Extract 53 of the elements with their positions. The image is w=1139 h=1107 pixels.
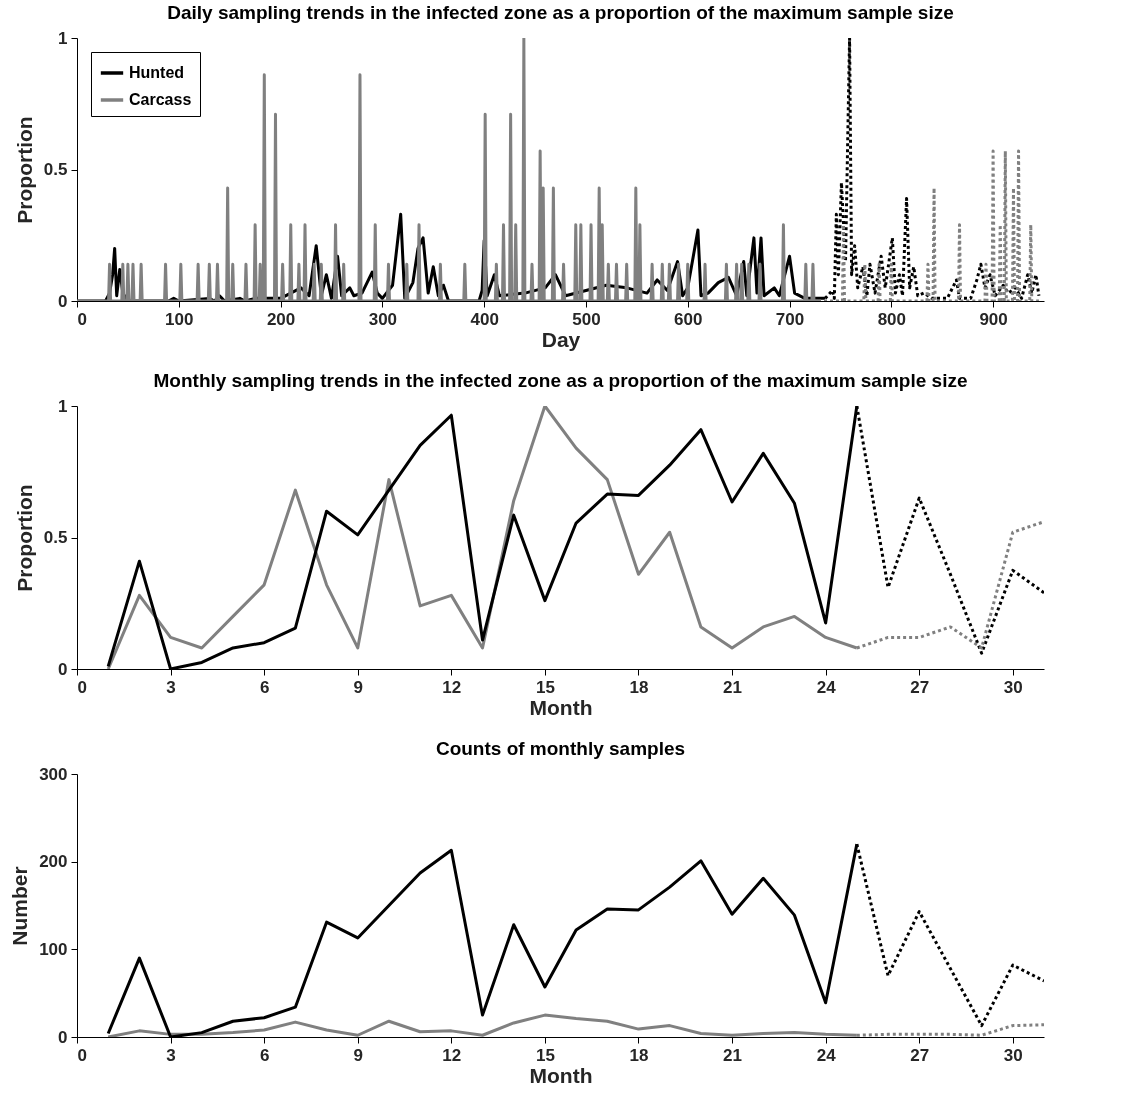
y-tick-label: 0 xyxy=(58,291,68,311)
x-tick-label: 21 xyxy=(723,1045,743,1065)
x-tick-label: 15 xyxy=(535,1045,555,1065)
y-axis-title: Proportion xyxy=(12,116,36,224)
y-tick-label: 0 xyxy=(58,659,68,679)
x-tick-label: 6 xyxy=(259,677,270,697)
y-tick-label: 300 xyxy=(39,764,68,784)
y-tick-label: 0.5 xyxy=(43,528,68,547)
x-tick-label: 800 xyxy=(877,309,906,329)
chart-title: Daily sampling trends in the infected zone as a proportion of the maximum sample size xyxy=(167,2,954,23)
x-tick-label: 6 xyxy=(259,1045,270,1065)
x-tick-label: 24 xyxy=(816,1045,837,1065)
x-tick-label: 12 xyxy=(442,677,462,697)
x-tick-label: 18 xyxy=(629,1045,649,1065)
chart-title: Counts of monthly samples xyxy=(435,738,686,759)
y-tick-label: 100 xyxy=(39,939,68,959)
x-tick-label: 500 xyxy=(572,309,601,329)
x-tick-label: 700 xyxy=(775,309,805,329)
x-tick-label: 200 xyxy=(266,309,296,329)
x-tick-label: 3 xyxy=(166,677,176,697)
x-tick-label: 27 xyxy=(910,1045,930,1065)
x-tick-label: 100 xyxy=(165,309,194,329)
x-tick-label: 0 xyxy=(77,309,87,329)
x-tick-label: 9 xyxy=(353,677,363,697)
y-axis-title: Proportion xyxy=(12,484,36,592)
x-axis-title: Day xyxy=(541,327,581,351)
x-axis-title: Month xyxy=(529,695,593,719)
x-tick-label: 24 xyxy=(816,677,837,697)
x-tick-label: 0 xyxy=(77,1045,87,1065)
x-tick-label: 600 xyxy=(674,309,703,329)
x-tick-label: 21 xyxy=(723,677,743,697)
y-tick-label: 0 xyxy=(58,1027,68,1047)
x-tick-label: 400 xyxy=(470,309,499,329)
x-tick-label: 300 xyxy=(368,309,398,329)
x-tick-label: 9 xyxy=(353,1045,363,1065)
y-axis-title: Number xyxy=(8,866,32,946)
y-tick-label: 200 xyxy=(39,852,68,872)
x-tick-label: 3 xyxy=(166,1045,176,1065)
x-tick-label: 0 xyxy=(77,677,87,697)
x-tick-label: 900 xyxy=(979,309,1008,329)
x-tick-label: 30 xyxy=(1003,1045,1023,1065)
legend-label: Carcass xyxy=(129,91,192,108)
legend-label: Hunted xyxy=(129,64,185,81)
x-tick-label: 30 xyxy=(1003,677,1023,697)
x-axis-title: Month xyxy=(529,1063,593,1087)
chart-title: Monthly sampling trends in the infected zone as a proportion of the maximum sample size xyxy=(153,370,968,391)
y-tick-label: 1 xyxy=(58,396,68,416)
x-tick-label: 12 xyxy=(442,1045,462,1065)
x-tick-label: 27 xyxy=(910,677,930,697)
x-tick-label: 15 xyxy=(535,677,555,697)
x-tick-label: 18 xyxy=(629,677,649,697)
y-tick-label: 1 xyxy=(58,28,68,48)
y-tick-label: 0.5 xyxy=(43,160,68,179)
